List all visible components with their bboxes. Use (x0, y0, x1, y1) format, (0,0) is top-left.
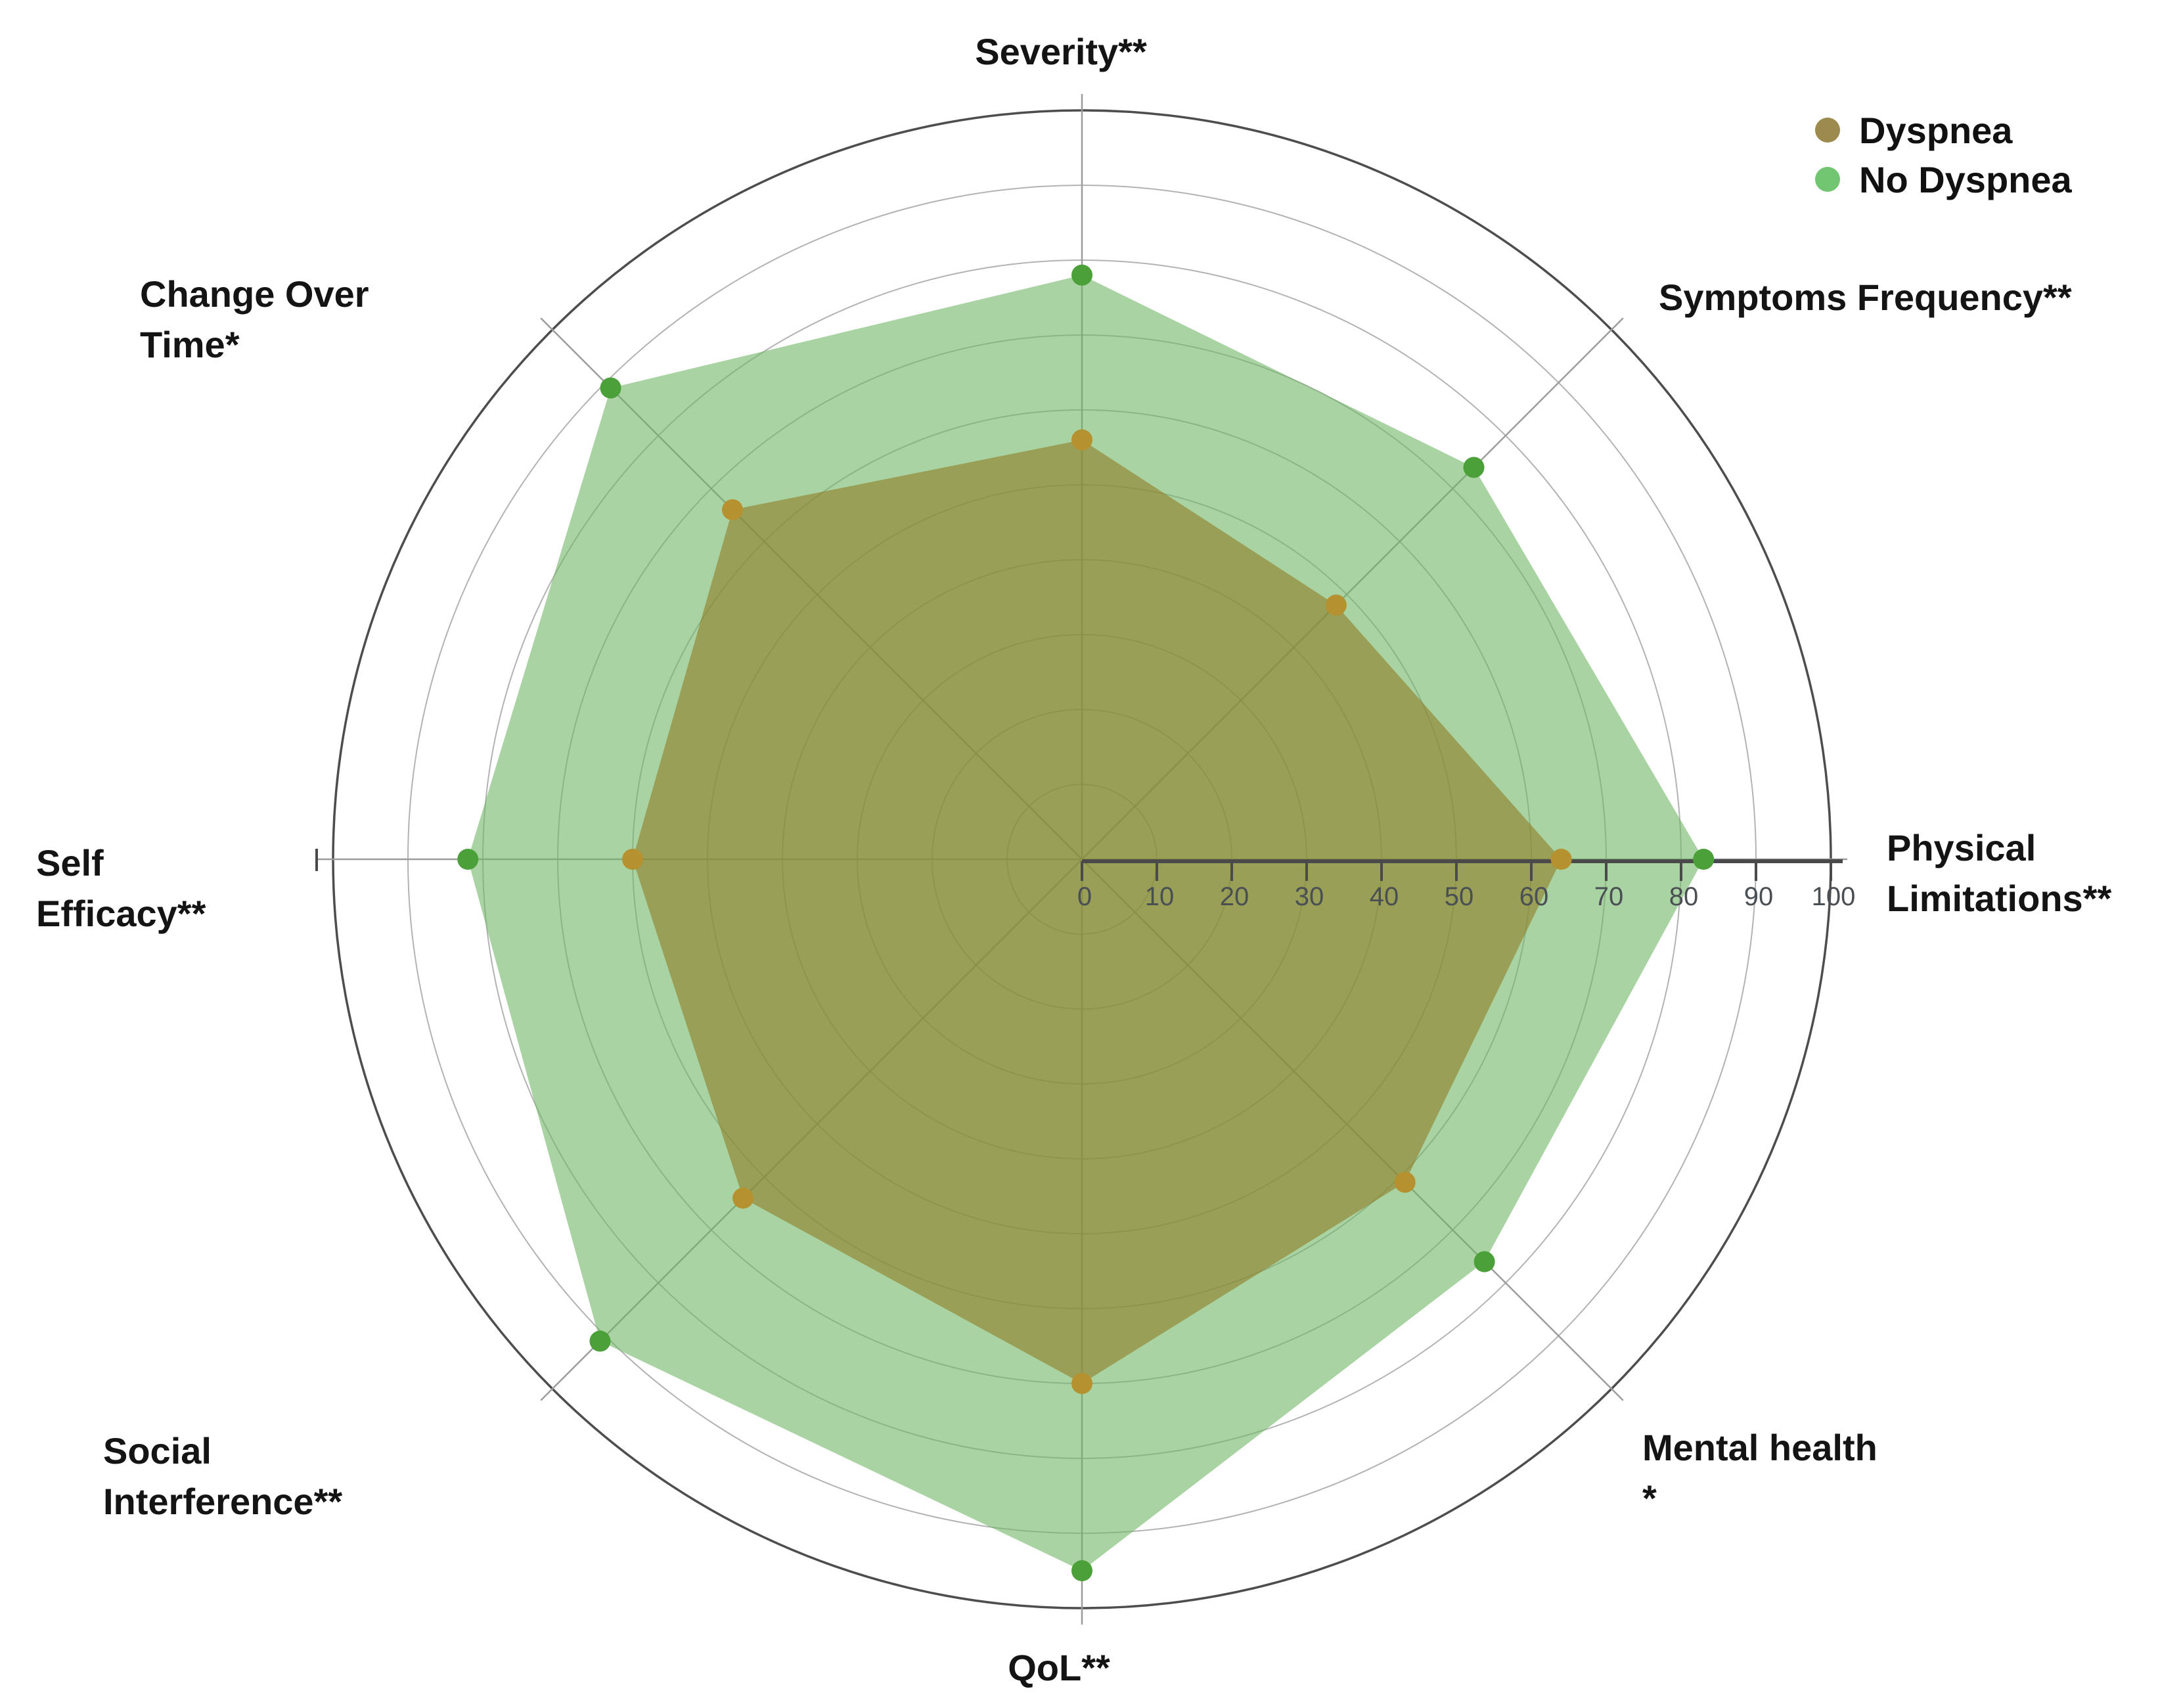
data-point-dyspnea-qol (1071, 1373, 1092, 1394)
axis-label-line: * (1642, 1477, 1657, 1519)
axis-label-line: Self (36, 842, 104, 884)
data-point-no-dyspnea-change-over-time (600, 377, 621, 399)
axis-label-mental-health: Mental health * (1642, 1427, 1877, 1519)
axis-label-physical-limitations: Physical Limitations** (1887, 827, 2111, 919)
data-point-no-dyspnea-qol (1071, 1560, 1092, 1581)
axis-label-symptoms-frequency: Symptoms Frequency** (1659, 277, 2072, 318)
axis-label-line: Limitations** (1887, 878, 2111, 919)
legend-label: Dyspnea (1859, 110, 2013, 151)
data-point-no-dyspnea-mental-health (1473, 1251, 1495, 1272)
axis-label-line: Time* (140, 324, 240, 365)
data-point-dyspnea-symptoms-frequency (1325, 595, 1347, 616)
r-tick-label-50: 50 (1445, 882, 1474, 911)
r-tick-label-100: 100 (1812, 882, 1856, 911)
legend-marker-dyspnea (1815, 118, 1840, 143)
axis-label-change-over-time: Change Over Time* (140, 273, 369, 365)
axis-label-social-interference: Social Interference** (103, 1430, 342, 1522)
axis-label-line: Mental health (1642, 1427, 1877, 1468)
legend: Dyspnea No Dyspnea (1815, 110, 2072, 200)
legend-item-no-dyspnea: No Dyspnea (1815, 159, 2072, 200)
r-tick-label-90: 90 (1744, 882, 1774, 911)
data-point-dyspnea-physical-limitations (1550, 849, 1572, 870)
data-point-dyspnea-social-interference (732, 1187, 754, 1209)
r-tick-label-10: 10 (1145, 882, 1175, 911)
axis-label-severity: Severity** (975, 31, 1147, 72)
axis-label-line: Severity** (975, 31, 1147, 72)
axis-label-line: Social (103, 1430, 212, 1472)
data-point-dyspnea-mental-health (1394, 1171, 1416, 1193)
r-tick-label-0: 0 (1077, 882, 1092, 911)
axis-label-line: Interference** (103, 1481, 342, 1522)
r-tick-label-70: 70 (1594, 882, 1624, 911)
axis-label-qol: QoL** (1008, 1647, 1110, 1688)
data-point-no-dyspnea-social-interference (589, 1330, 611, 1352)
r-tick-label-20: 20 (1220, 882, 1249, 911)
legend-label: No Dyspnea (1859, 159, 2072, 200)
data-point-dyspnea-change-over-time (721, 499, 743, 520)
r-tick-label-30: 30 (1295, 882, 1324, 911)
data-point-no-dyspnea-self-efficacy (457, 849, 479, 870)
series-polygon-dyspnea (633, 439, 1562, 1383)
legend-item-dyspnea: Dyspnea (1815, 110, 2013, 151)
axis-label-line: Physical (1887, 827, 2036, 868)
r-tick-label-40: 40 (1370, 882, 1399, 911)
data-point-no-dyspnea-physical-limitations (1693, 849, 1715, 870)
data-point-dyspnea-severity (1071, 429, 1092, 451)
axis-label-line: QoL** (1008, 1647, 1110, 1688)
axis-label-line: Efficacy** (36, 893, 206, 934)
r-tick-label-60: 60 (1519, 882, 1549, 911)
data-point-no-dyspnea-severity (1071, 264, 1092, 286)
legend-marker-no-dyspnea (1815, 167, 1840, 192)
axis-label-line: Symptoms Frequency** (1659, 277, 2072, 318)
axis-label-line: Change Over (140, 273, 369, 315)
data-point-no-dyspnea-symptoms-frequency (1463, 457, 1485, 478)
data-point-dyspnea-self-efficacy (622, 849, 643, 870)
r-tick-label-80: 80 (1669, 882, 1699, 911)
axis-label-self-efficacy: Self Efficacy** (36, 842, 206, 934)
